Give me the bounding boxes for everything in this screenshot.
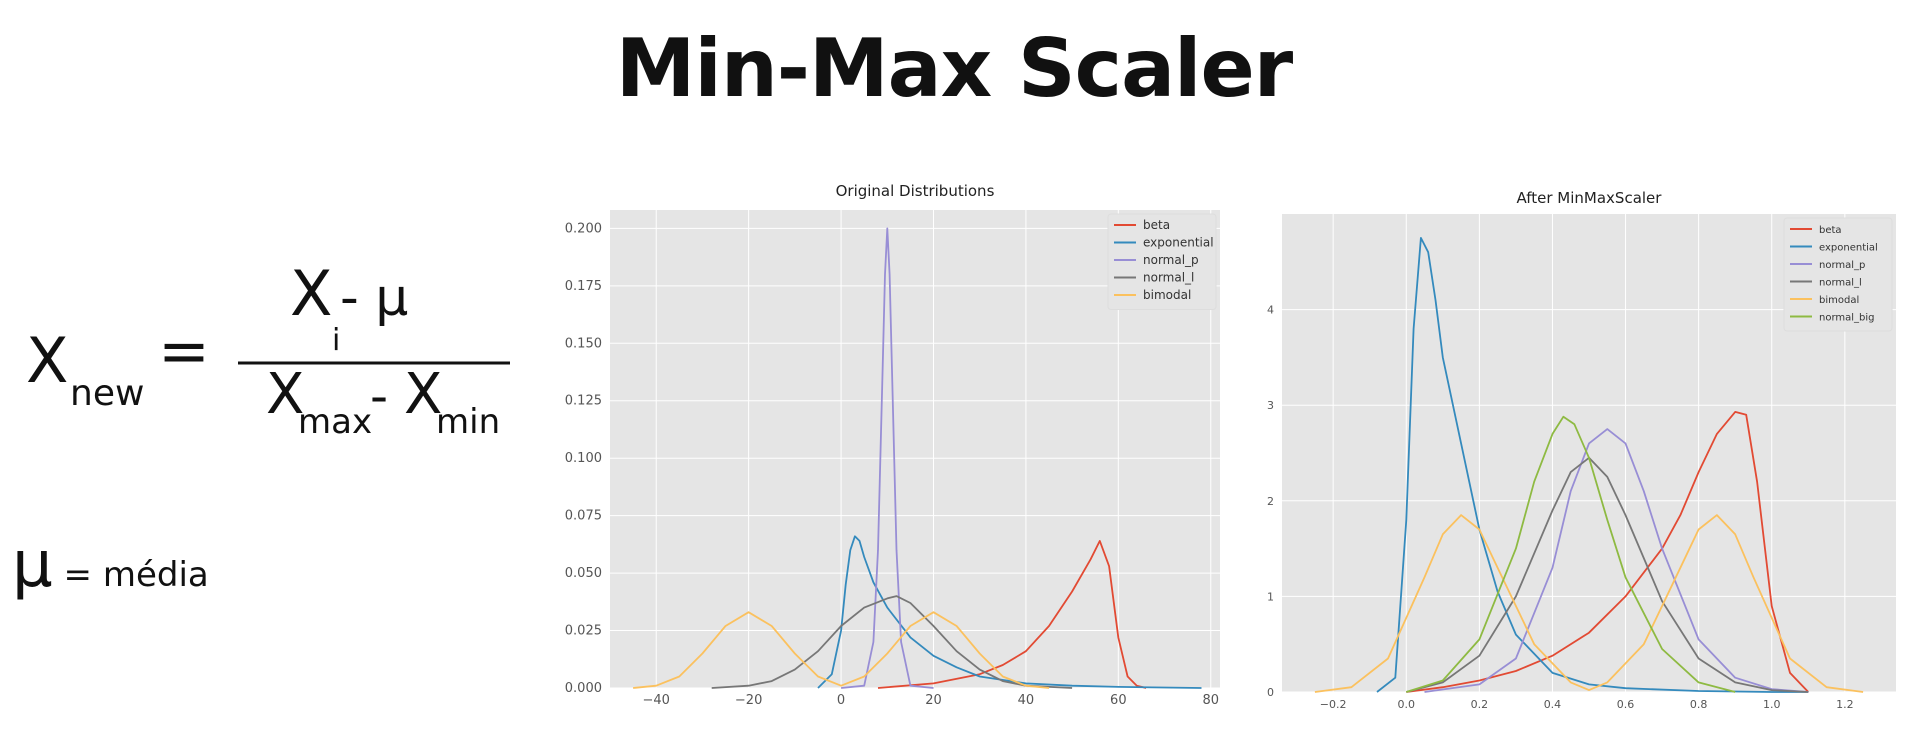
series-line-normal_big <box>1406 415 1736 693</box>
legend-label-exponential: exponential <box>1143 236 1214 250</box>
x-tick-label: 1.0 <box>1763 698 1781 711</box>
y-tick-label: 0.150 <box>565 336 602 351</box>
y-tick-label: 3 <box>1267 399 1274 412</box>
page-title: Min-Max Scaler <box>615 22 1293 115</box>
y-tick-label: 0.075 <box>565 509 602 524</box>
formula-num-sub: i <box>332 323 340 358</box>
formula-equals: = <box>158 314 210 387</box>
y-tick-label: 0 <box>1267 686 1274 699</box>
legend-label-normal_l: normal_l <box>1143 271 1194 285</box>
chart-title: Original Distributions <box>836 182 995 200</box>
series-line-bimodal <box>633 611 1050 689</box>
legend-label-normal_p: normal_p <box>1143 253 1199 267</box>
series-line-normal_p <box>1424 428 1809 693</box>
formula-den-sub2: min <box>436 402 500 440</box>
y-tick-label: 0.175 <box>565 279 602 294</box>
legend-label-exponential: exponential <box>1819 243 1878 254</box>
legend-label-beta: beta <box>1819 225 1842 236</box>
formula-num-rest: - μ <box>340 268 408 328</box>
series-line-beta <box>877 540 1147 689</box>
x-tick-label: 0.2 <box>1471 698 1489 711</box>
series-line-exponential <box>1376 237 1809 693</box>
formula-num-base: X <box>290 257 332 330</box>
x-tick-label: −20 <box>735 693 762 708</box>
x-tick-label: −40 <box>642 693 669 708</box>
legend-label-bimodal: bimodal <box>1143 288 1191 302</box>
mu-symbol: μ <box>12 528 53 602</box>
formula-den-base1: X <box>266 362 304 427</box>
series-line-normal_l <box>711 595 1073 689</box>
x-tick-label: 0.0 <box>1398 698 1416 711</box>
formula-den-mid: - <box>370 367 388 425</box>
y-tick-label: 0.125 <box>565 394 602 409</box>
chart-original-distributions: Original Distributions −40 −20 0 20 40 60 80 0.0… <box>565 182 1220 708</box>
series-line-normal_p <box>841 227 934 689</box>
legend-box <box>1107 213 1217 310</box>
x-tick-label: 80 <box>1202 693 1219 708</box>
formula-den-base2: X <box>404 362 442 427</box>
y-tick-label: 0.050 <box>565 566 602 581</box>
formula-den-sub1: max <box>298 402 372 440</box>
series-line-exponential <box>817 535 1202 689</box>
formula-lhs-sub: new <box>70 373 144 414</box>
y-tick-label: 1 <box>1267 590 1274 603</box>
x-tick-label: −0.2 <box>1320 698 1347 711</box>
chart-title: After MinMaxScaler <box>1517 189 1663 207</box>
mu-definition-text: = média <box>52 555 209 595</box>
formula-lhs-base: X <box>26 324 68 397</box>
chart-after-minmaxscaler: After MinMaxScaler −0.2 0.0 0.2 0.4 0.6 0.8 1.0… <box>1267 189 1896 711</box>
x-tick-label: 40 <box>1018 693 1035 708</box>
x-tick-label: 0 <box>837 693 845 708</box>
mu-definition: μ = média <box>12 528 209 602</box>
legend-label-beta: beta <box>1143 218 1170 232</box>
y-tick-label: 0.000 <box>565 681 602 696</box>
x-tick-label: 1.2 <box>1836 698 1854 711</box>
x-tick-label: 0.8 <box>1690 698 1708 711</box>
x-tick-label: 0.4 <box>1544 698 1562 711</box>
y-tick-label: 0.200 <box>565 221 602 236</box>
legend-label-normal_p: normal_p <box>1819 260 1865 271</box>
legend-label-bimodal: bimodal <box>1819 295 1859 306</box>
x-tick-label: 20 <box>925 693 942 708</box>
series-line-bimodal <box>1314 514 1864 693</box>
series-line-normal_l <box>1406 456 1809 693</box>
y-tick-label: 0.100 <box>565 451 602 466</box>
y-tick-label: 4 <box>1267 304 1274 317</box>
y-tick-label: 0.025 <box>565 624 602 639</box>
series-line-beta <box>1406 411 1809 693</box>
legend-label-normal_l: normal_l <box>1819 278 1862 289</box>
legend-label-normal_big: normal_big <box>1819 313 1875 324</box>
x-tick-label: 60 <box>1110 693 1127 708</box>
y-tick-label: 2 <box>1267 495 1274 508</box>
x-tick-label: 0.6 <box>1617 698 1635 711</box>
min-max-formula: X new = X i - μ X max - X min <box>26 257 510 440</box>
